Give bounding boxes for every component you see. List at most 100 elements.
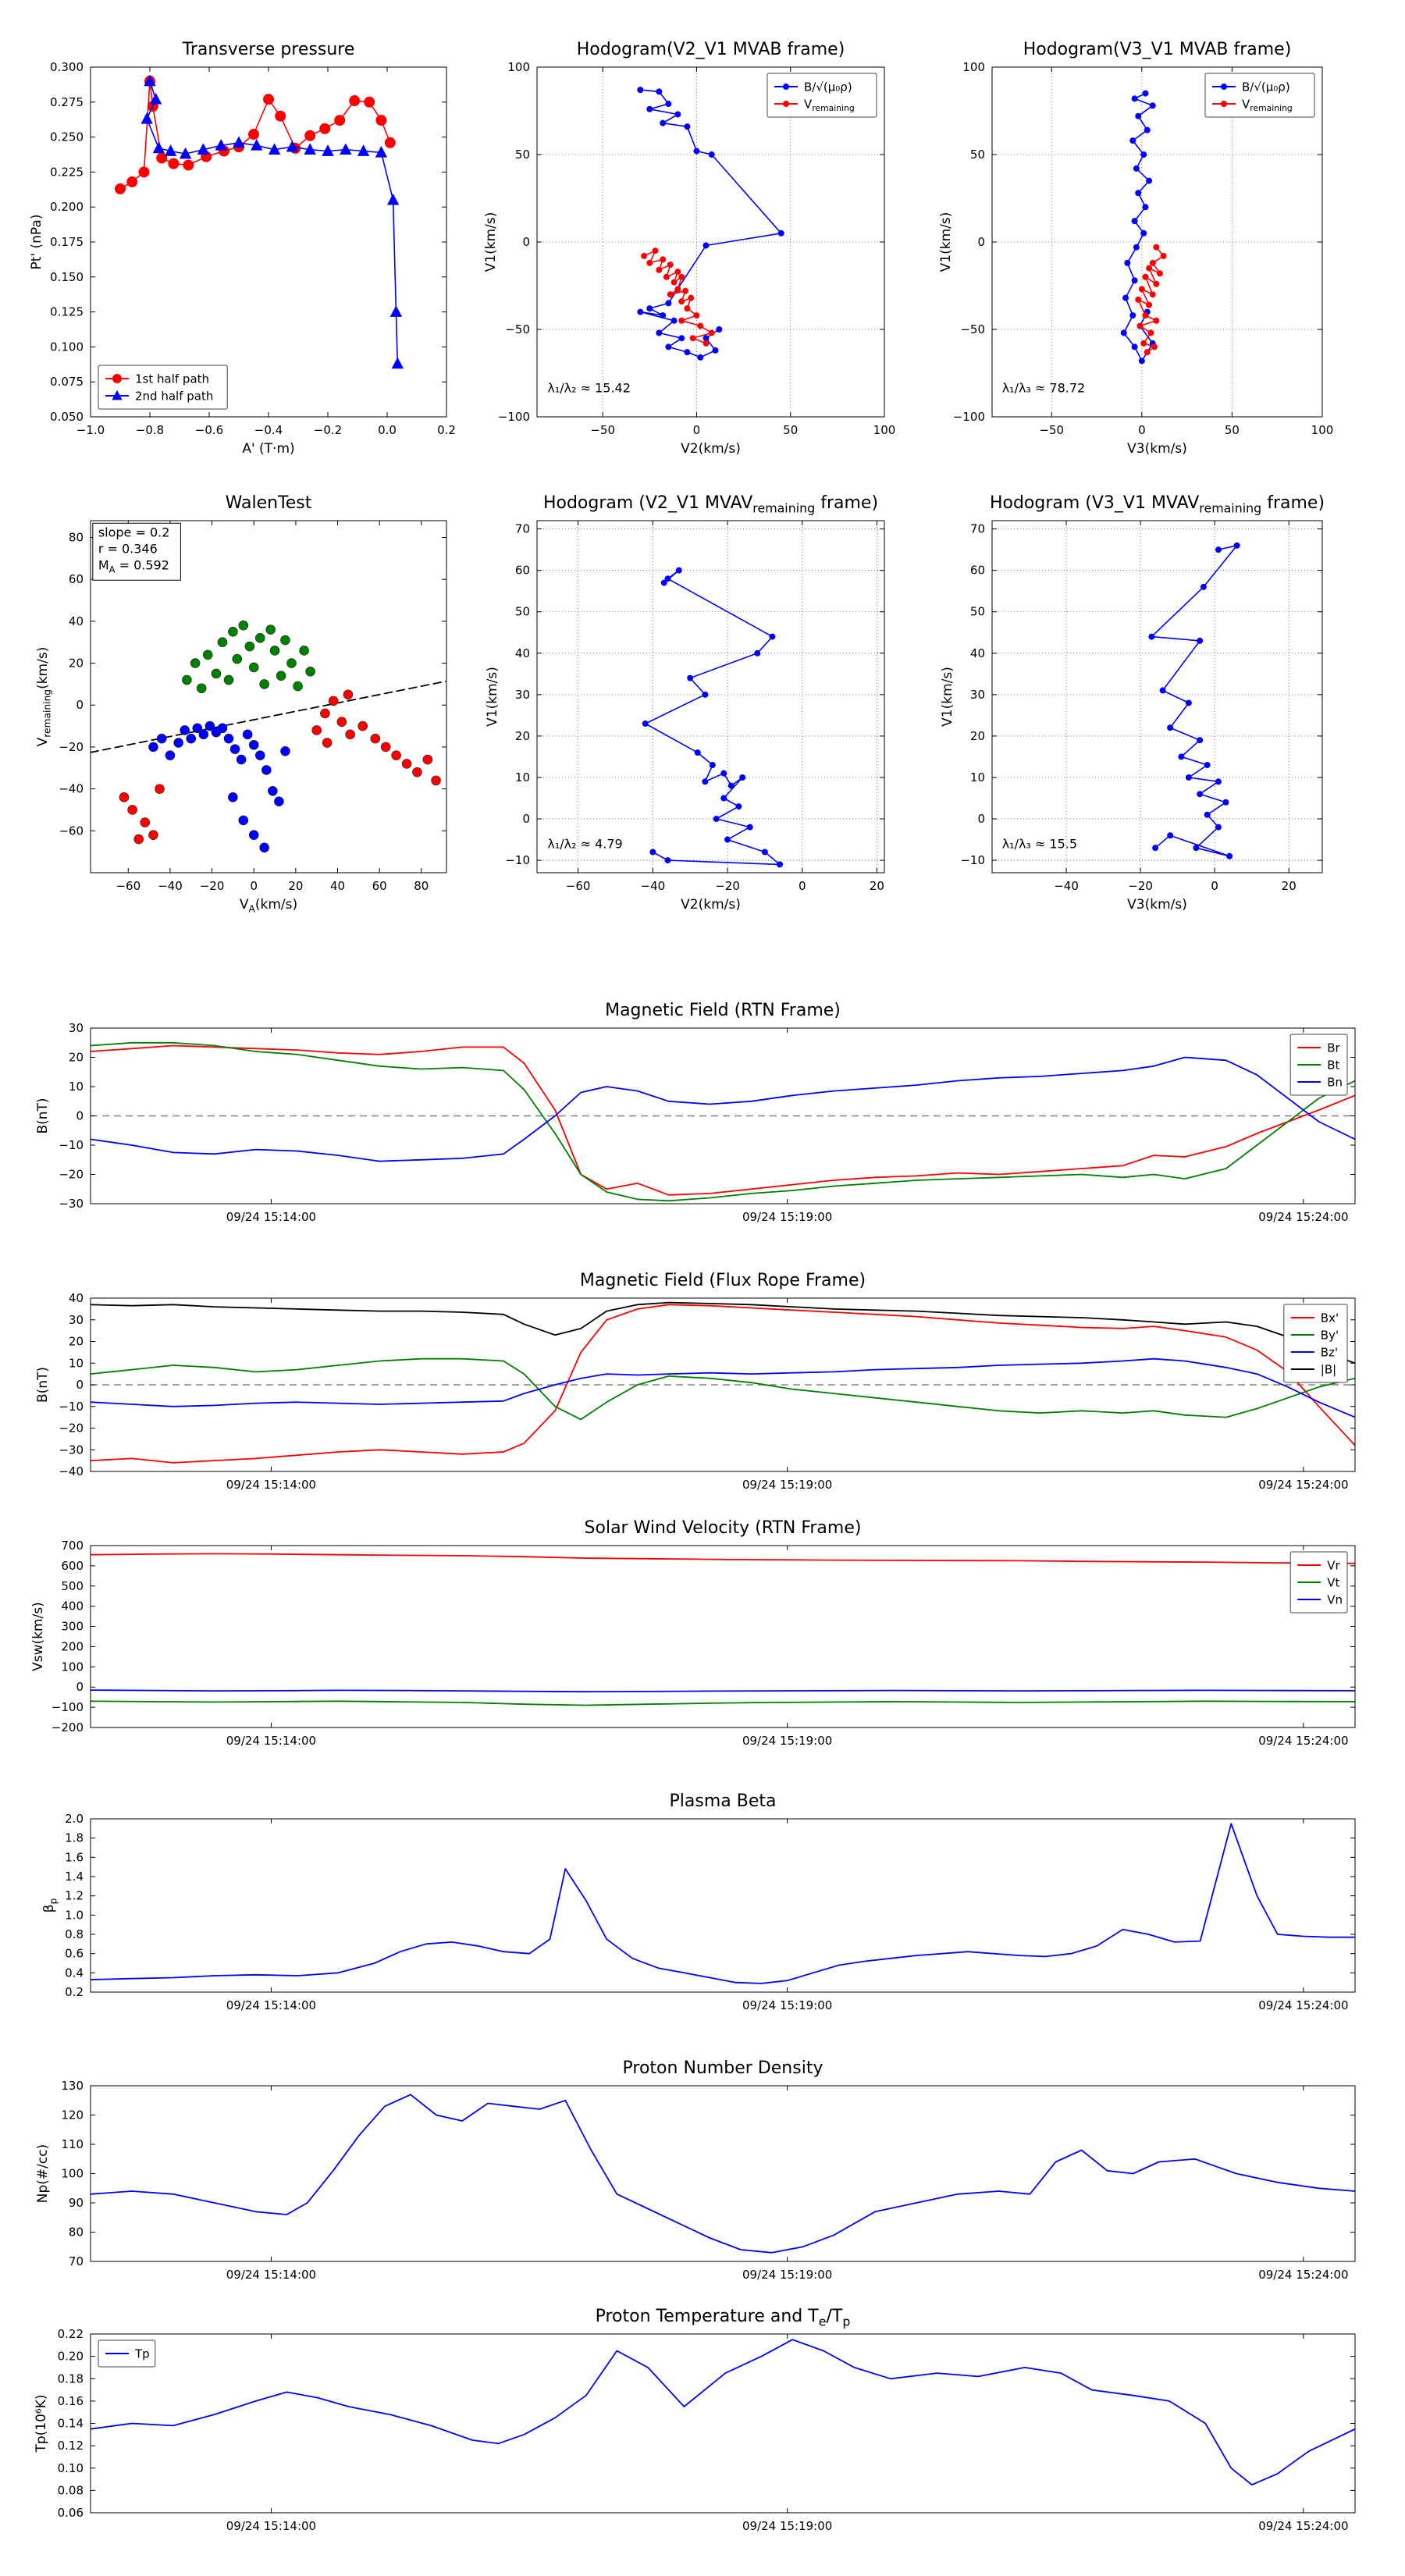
svg-text:50: 50	[970, 148, 985, 162]
svg-text:Vr: Vr	[1327, 1558, 1340, 1572]
series-vremaining	[1135, 244, 1167, 356]
axes: 09/24 15:14:00 09/24 15:19:00 09/24 15:24:…	[59, 1021, 1355, 1224]
annotation: λ₁/λ₃ ≈ 15.5	[1002, 836, 1077, 851]
axes: 09/24 15:14:00 09/24 15:19:00 09/24 15:24:…	[58, 2327, 1355, 2533]
series-area	[1148, 542, 1240, 859]
svg-text:700: 700	[61, 1539, 84, 1553]
svg-text:70: 70	[515, 522, 530, 536]
svg-text:−100: −100	[52, 1700, 84, 1714]
plot-walen-test: −60 −40 −20 0 20 40 60 80 −60 −40 −20 0 20 40 60 80 Wale…	[35, 493, 447, 914]
axes: 09/24 15:14:00 09/24 15:19:00 09/24 15:24:…	[59, 1291, 1355, 1492]
svg-text:r = 0.346: r = 0.346	[98, 541, 158, 556]
series-np	[91, 2094, 1355, 2254]
svg-text:0.12: 0.12	[58, 2439, 84, 2453]
series-green-points	[182, 620, 315, 694]
svg-text:200: 200	[61, 1639, 84, 1653]
svg-text:1.8: 1.8	[65, 1831, 84, 1845]
svg-text:0: 0	[76, 698, 84, 712]
svg-text:0: 0	[1138, 423, 1146, 437]
plot-plasma-beta: 09/24 15:14:00 09/24 15:19:00 09/24 15:24:…	[41, 1791, 1356, 2012]
legend: 1st half path 2nd half path	[98, 365, 228, 410]
svg-text:MA = 0.592: MA = 0.592	[98, 557, 169, 575]
chart-title: Transverse pressure	[182, 40, 355, 59]
svg-text:0.100: 0.100	[50, 340, 84, 354]
svg-text:1.4: 1.4	[65, 1870, 84, 1884]
svg-text:0.0: 0.0	[378, 423, 397, 437]
svg-text:40: 40	[515, 646, 530, 660]
svg-text:B/√(μ₀ρ): B/√(μ₀ρ)	[1242, 80, 1290, 94]
svg-text:100: 100	[507, 60, 530, 74]
svg-text:09/24 15:19:00: 09/24 15:19:00	[742, 1478, 832, 1492]
legend: Tp	[98, 2339, 156, 2368]
series-br	[91, 1044, 1355, 1196]
series-bt	[91, 1041, 1355, 1202]
svg-text:Tp: Tp	[134, 2347, 150, 2361]
svg-text:0.18: 0.18	[58, 2371, 84, 2386]
svg-text:−20: −20	[200, 879, 225, 893]
svg-text:0.08: 0.08	[58, 2483, 84, 2497]
svg-text:2nd half path: 2nd half path	[135, 389, 213, 403]
chart-solar-wind-velocity: 09/24 15:14:00 09/24 15:19:00 09/24 15:24:…	[22, 1495, 1396, 1760]
annotation: λ₁/λ₃ ≈ 78.72	[1002, 381, 1086, 396]
svg-text:−60: −60	[566, 879, 591, 893]
y-axis-label: βp	[41, 1898, 59, 1912]
svg-text:Vt: Vt	[1327, 1575, 1339, 1589]
plot-transverse-pressure: −1.0 −0.8 −0.6 −0.4 −0.2 0.0 0.2 0.050 0.075 0.10…	[29, 40, 456, 457]
svg-text:300: 300	[61, 1620, 84, 1634]
svg-text:0.275: 0.275	[50, 95, 84, 109]
svg-text:−20: −20	[59, 1168, 84, 1182]
svg-text:0.10: 0.10	[58, 2461, 84, 2475]
svg-text:100: 100	[61, 1660, 84, 1674]
svg-text:−0.8: −0.8	[136, 423, 164, 437]
y-axis-label: V1(km/s)	[938, 212, 954, 272]
svg-text:400: 400	[61, 1599, 84, 1614]
svg-text:λ₁/λ₃ ≈ 15.5: λ₁/λ₃ ≈ 15.5	[1002, 836, 1077, 851]
svg-text:−10: −10	[505, 853, 530, 867]
chart-magnetic-field-rtn: 09/24 15:14:00 09/24 15:19:00 09/24 15:24:…	[22, 977, 1396, 1235]
series-bx-	[91, 1304, 1355, 1464]
svg-text:−20: −20	[1128, 879, 1153, 893]
svg-text:−40: −40	[1054, 879, 1079, 893]
x-axis-label: V3(km/s)	[1127, 441, 1187, 457]
svg-text:Vn: Vn	[1327, 1592, 1343, 1606]
svg-text:Br: Br	[1327, 1041, 1340, 1055]
svg-text:−40: −40	[158, 879, 183, 893]
series-area	[1120, 90, 1167, 365]
svg-text:09/24 15:19:00: 09/24 15:19:00	[742, 1210, 832, 1224]
svg-text:20: 20	[69, 1335, 84, 1349]
axes: 09/24 15:14:00 09/24 15:19:00 09/24 15:24:…	[61, 2079, 1355, 2282]
svg-text:0: 0	[1211, 879, 1218, 893]
svg-text:40: 40	[69, 614, 84, 628]
svg-text:09/24 15:19:00: 09/24 15:19:00	[742, 2268, 832, 2282]
series-fit-line	[91, 680, 446, 753]
chart-title: Hodogram(V3_V1 MVAB frame)	[1023, 40, 1292, 59]
svg-text:−50: −50	[590, 423, 615, 437]
svg-text:0.8: 0.8	[65, 1927, 84, 1941]
chart-hodogram-v3v1-mvab: −50 0 50 100 −100 −50 0 50 100 Hodogram(V3_V1 MVA…	[925, 14, 1362, 467]
chart-title: Proton Temperature and Te/Tp	[596, 2307, 851, 2329]
series-area	[91, 620, 446, 853]
x-axis-label: VA(km/s)	[240, 897, 297, 914]
svg-text:1.6: 1.6	[65, 1850, 84, 1864]
plot-frame	[90, 2085, 1356, 2262]
plot-b-fluxrope: 09/24 15:14:00 09/24 15:19:00 09/24 15:24:…	[35, 1271, 1356, 1492]
series-by-	[91, 1357, 1355, 1421]
svg-text:10: 10	[69, 1356, 84, 1370]
svg-text:−0.2: −0.2	[314, 423, 342, 437]
chart-title: Magnetic Field (RTN Frame)	[605, 1001, 841, 1020]
y-axis-label: Np(#/cc)	[35, 2144, 51, 2203]
series-area	[91, 1823, 1355, 1984]
svg-text:50: 50	[1225, 423, 1240, 437]
svg-text:Vremaining: Vremaining	[804, 97, 855, 113]
chart-title: Magnetic Field (Flux Rope Frame)	[580, 1271, 866, 1290]
svg-text:1st half path: 1st half path	[135, 372, 209, 386]
legend: Br Bt Bn	[1289, 1034, 1348, 1096]
svg-text:100: 100	[873, 423, 896, 437]
svg-text:20: 20	[1282, 879, 1297, 893]
svg-text:09/24 15:14:00: 09/24 15:14:00	[226, 2268, 316, 2282]
svg-text:|B|: |B|	[1321, 1362, 1336, 1376]
series-bz-	[91, 1357, 1355, 1418]
svg-text:0: 0	[250, 879, 258, 893]
svg-text:50: 50	[970, 605, 985, 619]
svg-text:0: 0	[76, 1680, 84, 1694]
